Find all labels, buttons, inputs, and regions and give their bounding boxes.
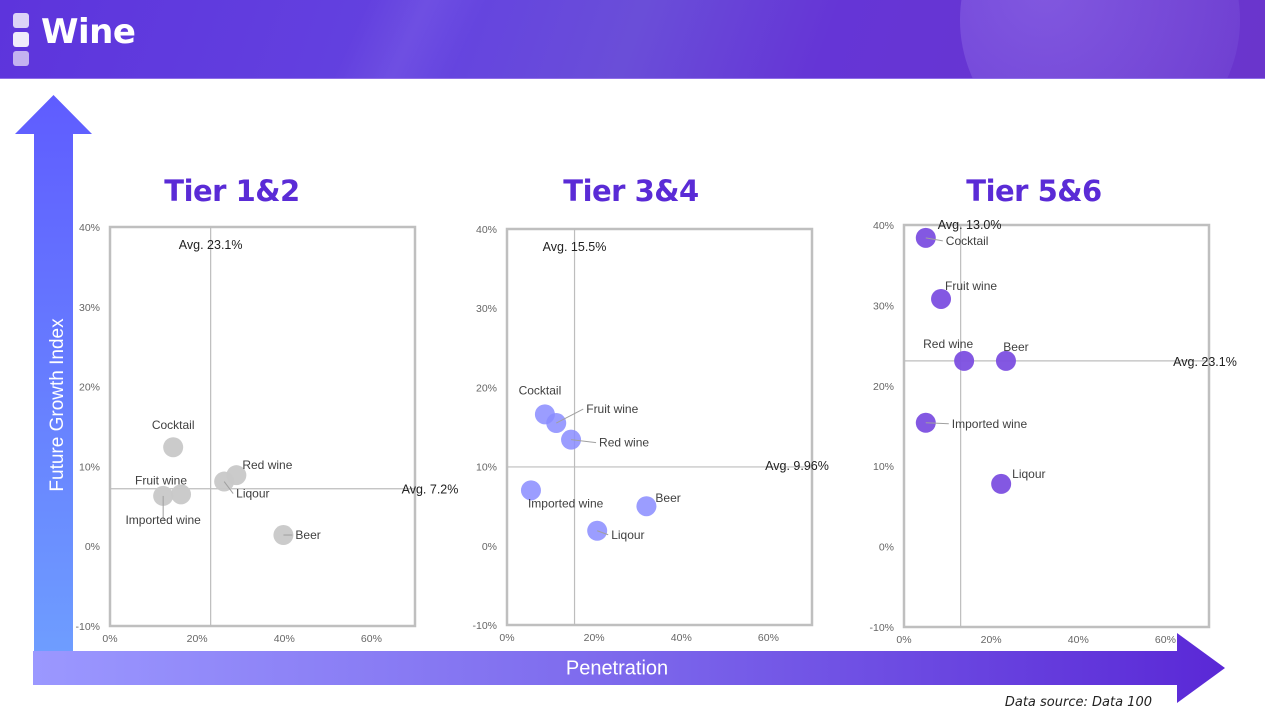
tier-5-6-title: Tier 5&6 <box>966 174 1102 208</box>
x-tick-label: 40% <box>1068 634 1089 646</box>
bubble-cocktail <box>163 437 184 458</box>
tier-1-2-title: Tier 1&2 <box>164 174 300 208</box>
data-source-note: Data source: Data 100 <box>1004 695 1152 710</box>
avg-x-label: Avg. 13.0% <box>938 218 1002 232</box>
avg-y-label: Avg. 7.2% <box>402 483 459 497</box>
y-tick-label: -10% <box>472 620 497 632</box>
y-tick-label: 0% <box>879 542 894 554</box>
point-label: Liqour <box>611 528 644 542</box>
x-tick-label: 40% <box>671 632 692 644</box>
point-label: Red wine <box>242 458 292 472</box>
bubble-imported-wine <box>520 480 541 501</box>
bubble-fruit-wine <box>931 288 952 309</box>
point-label: Fruit wine <box>945 279 997 293</box>
avg-x-label: Avg. 15.5% <box>543 240 607 254</box>
point-label: Red wine <box>923 337 973 351</box>
y-tick-label: 40% <box>79 222 100 234</box>
leader-line <box>597 530 609 536</box>
tier-3-4-title: Tier 3&4 <box>563 174 699 208</box>
x-tick-label: 60% <box>361 633 382 645</box>
point-label: Cocktail <box>519 383 562 397</box>
x-tick-label: 60% <box>1155 634 1176 646</box>
y-tick-label: 20% <box>476 382 497 394</box>
x-axis-label: Penetration <box>565 657 669 680</box>
x-tick-label: 20% <box>981 634 1002 646</box>
logo-blocks-icon <box>13 13 29 70</box>
bubble-fruit-wine <box>171 484 192 505</box>
x-tick-label: 20% <box>187 633 208 645</box>
point-label: Red wine <box>599 436 649 450</box>
y-tick-label: 30% <box>79 302 100 314</box>
avg-y-label: Avg. 23.1% <box>1173 355 1237 369</box>
point-label: Beer <box>655 491 680 505</box>
point-label: Fruit wine <box>586 402 638 416</box>
y-tick-label: 20% <box>79 382 100 394</box>
point-label: Imported wine <box>952 417 1028 431</box>
page-title: Wine <box>41 12 136 52</box>
plot-frame <box>505 227 814 627</box>
y-tick-label: -10% <box>869 622 894 634</box>
y-tick-label: 10% <box>476 462 497 474</box>
leader-line <box>925 422 949 425</box>
plot-frame <box>902 223 1211 629</box>
x-tick-label: 0% <box>896 634 911 646</box>
x-tick-label: 60% <box>758 632 779 644</box>
x-tick-label: 0% <box>102 633 117 645</box>
leader-line <box>556 408 584 424</box>
y-tick-label: -10% <box>75 621 100 633</box>
avg-y-label: Avg. 9.96% <box>765 459 829 473</box>
point-label: Fruit wine <box>135 473 187 487</box>
point-label: Beer <box>295 528 320 542</box>
leader-line <box>925 237 943 242</box>
x-tick-label: 0% <box>499 632 514 644</box>
leader-line <box>570 439 597 444</box>
bubble-red-wine <box>954 350 975 371</box>
y-tick-label: 10% <box>79 461 100 473</box>
leader-line <box>223 481 234 494</box>
header-decorative-circle <box>960 0 1240 78</box>
bubble-liqour <box>991 473 1012 494</box>
y-axis-arrow-icon <box>15 95 92 652</box>
x-tick-label: 20% <box>584 632 605 644</box>
point-label: Cocktail <box>152 418 195 432</box>
header-banner: Wine <box>0 0 1265 79</box>
y-tick-label: 40% <box>873 220 894 232</box>
point-label: Imported wine <box>528 496 604 510</box>
y-tick-label: 30% <box>476 303 497 315</box>
bubble-beer <box>636 496 657 517</box>
point-label: Liqour <box>236 487 269 501</box>
y-tick-label: 20% <box>873 381 894 393</box>
point-label: Cocktail <box>946 234 989 248</box>
y-tick-label: 10% <box>873 461 894 473</box>
header-sheen <box>150 0 650 78</box>
point-label: Beer <box>1003 340 1028 354</box>
y-tick-label: 30% <box>873 300 894 312</box>
y-tick-label: 0% <box>482 541 497 553</box>
y-tick-label: 40% <box>476 224 497 236</box>
avg-x-label: Avg. 23.1% <box>179 238 243 252</box>
plot-frame <box>108 225 417 628</box>
x-axis-arrow-icon <box>33 633 1225 703</box>
y-tick-label: 0% <box>85 541 100 553</box>
x-tick-label: 40% <box>274 633 295 645</box>
point-label: Imported wine <box>125 513 201 527</box>
bubble-beer <box>995 350 1016 371</box>
point-label: Liqour <box>1012 467 1045 481</box>
